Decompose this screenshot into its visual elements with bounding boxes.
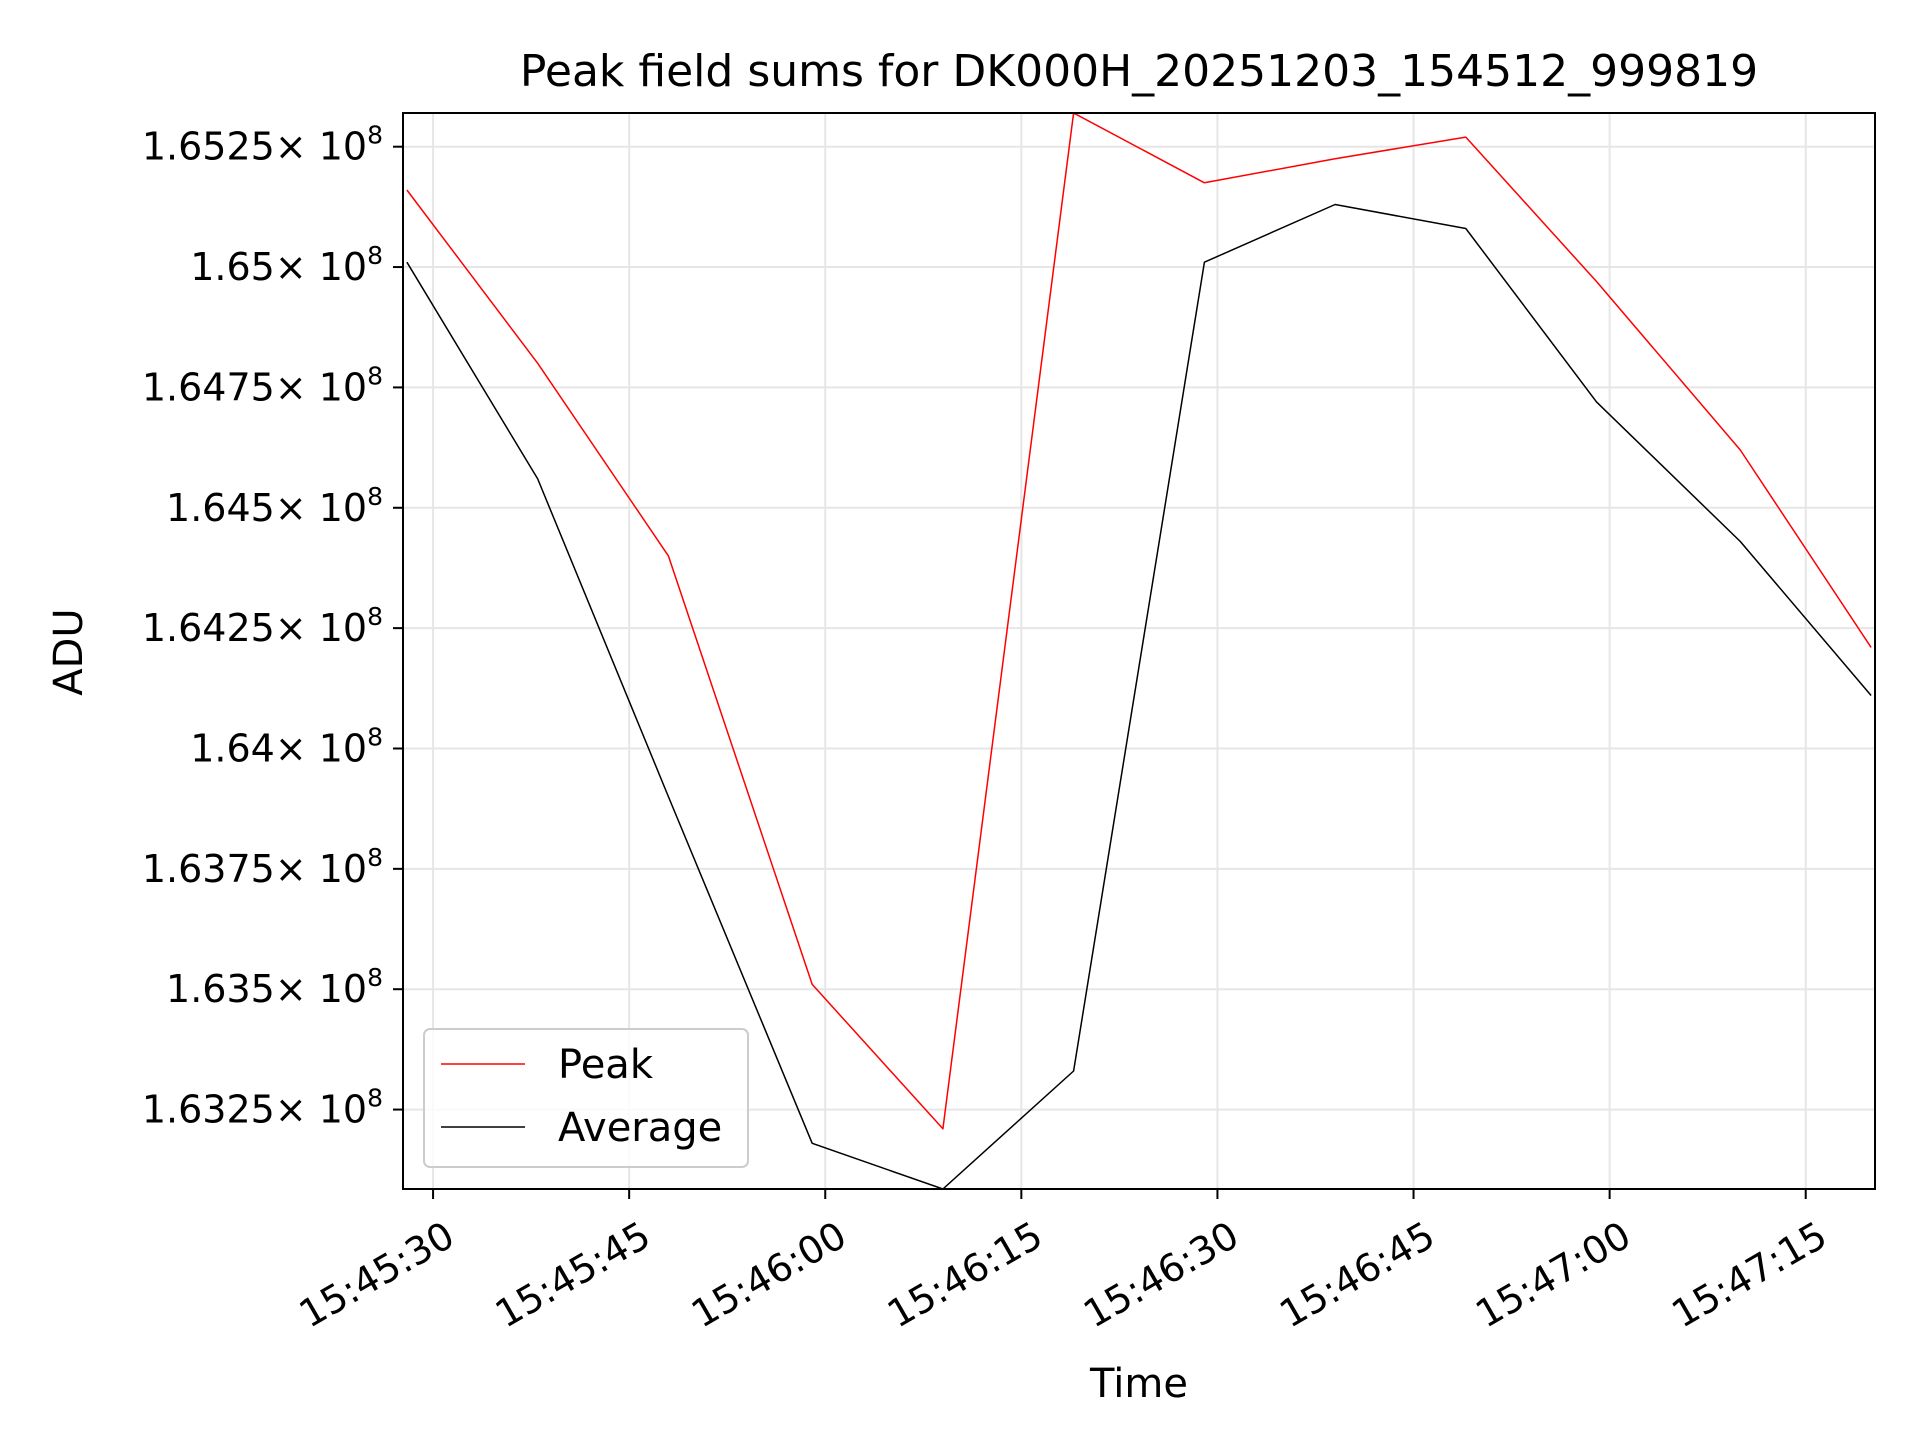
y-tick-multiplier: × 10 [275,1088,367,1132]
y-tick-exponent: 8 [367,361,383,390]
y-tick-multiplier: × 10 [275,726,367,770]
y-tick-mantissa: 1.6475 [142,365,275,409]
y-tick-mantissa: 1.6375 [142,847,275,891]
y-tick-multiplier: × 10 [275,967,367,1011]
legend: Peak Average [423,1028,749,1168]
y-tick-multiplier: × 10 [275,847,367,891]
legend-average-label: Average [558,1105,722,1151]
y-tick-label: 1.6525× 108 [142,121,383,169]
y-tick-multiplier: × 10 [275,125,367,169]
y-tick-label: 1.6325× 108 [142,1084,383,1132]
y-tick-exponent: 8 [367,602,383,631]
y-tick-exponent: 8 [367,121,383,150]
y-tick-exponent: 8 [367,482,383,511]
y-tick-label: 1.6375× 108 [142,843,383,891]
y-tick-multiplier: × 10 [275,245,367,289]
y-tick-label: 1.645× 108 [166,482,383,530]
series-line-peak [406,113,1872,1130]
plot-frame [402,112,1876,1190]
y-tick-label: 1.6475× 108 [142,361,383,409]
y-tick-exponent: 8 [367,1084,383,1113]
y-tick-mantissa: 1.65 [190,245,275,289]
y-tick-exponent: 8 [367,963,383,992]
y-tick-mantissa: 1.635 [166,967,275,1011]
x-axis-title: Time [1089,1361,1188,1407]
y-tick-label: 1.6425× 108 [142,602,383,650]
y-tick-exponent: 8 [367,722,383,751]
y-tick-multiplier: × 10 [275,486,367,530]
y-tick-mantissa: 1.645 [166,486,275,530]
y-axis-title: ADU [46,608,92,695]
series-line-average [406,203,1872,1189]
legend-peak-label: Peak [558,1042,654,1088]
y-tick-multiplier: × 10 [275,365,367,409]
y-tick-label: 1.64× 108 [190,722,383,770]
y-tick-mantissa: 1.6325 [142,1088,275,1132]
y-tick-label: 1.65× 108 [190,241,383,289]
y-tick-mantissa: 1.6425 [142,606,275,650]
y-tick-exponent: 8 [367,843,383,872]
y-tick-mantissa: 1.64 [190,726,275,770]
chart-title: Peak field sums for DK000H_20251203_1545… [520,46,1758,97]
y-tick-exponent: 8 [367,241,383,270]
y-tick-label: 1.635× 108 [166,963,383,1011]
y-tick-multiplier: × 10 [275,606,367,650]
y-tick-mantissa: 1.6525 [142,125,275,169]
series-lines [406,113,1872,1189]
